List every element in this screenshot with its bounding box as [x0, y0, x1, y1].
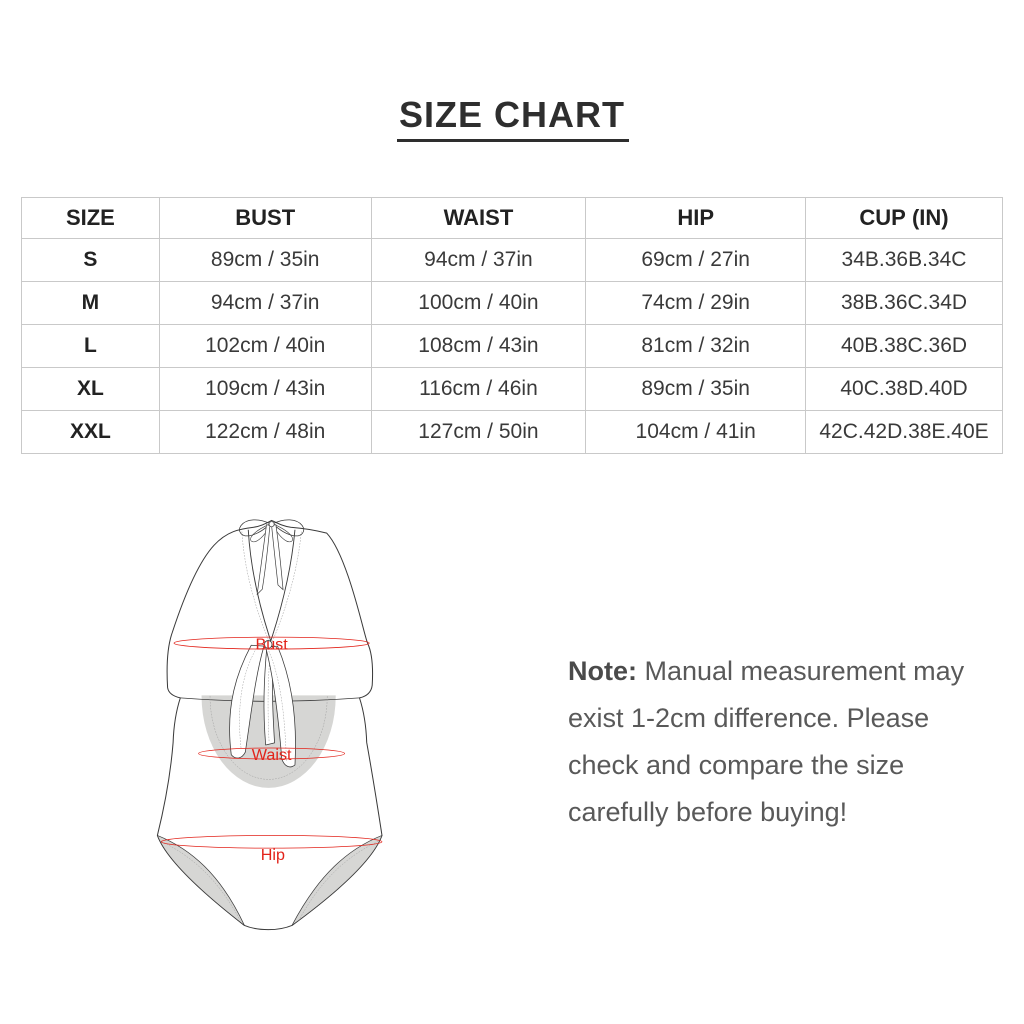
- svg-text:Hip: Hip: [261, 846, 285, 864]
- svg-text:Waist: Waist: [252, 746, 292, 764]
- svg-text:Bust: Bust: [255, 635, 288, 653]
